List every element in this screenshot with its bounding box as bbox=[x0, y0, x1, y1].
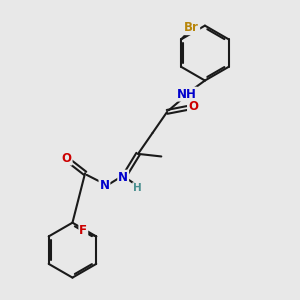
Text: H: H bbox=[133, 183, 142, 193]
Text: O: O bbox=[61, 152, 72, 165]
Text: F: F bbox=[79, 224, 87, 237]
Text: NH: NH bbox=[177, 88, 197, 100]
Text: N: N bbox=[99, 179, 110, 192]
Text: Br: Br bbox=[184, 21, 199, 34]
Text: O: O bbox=[188, 100, 198, 113]
Text: N: N bbox=[118, 171, 128, 184]
